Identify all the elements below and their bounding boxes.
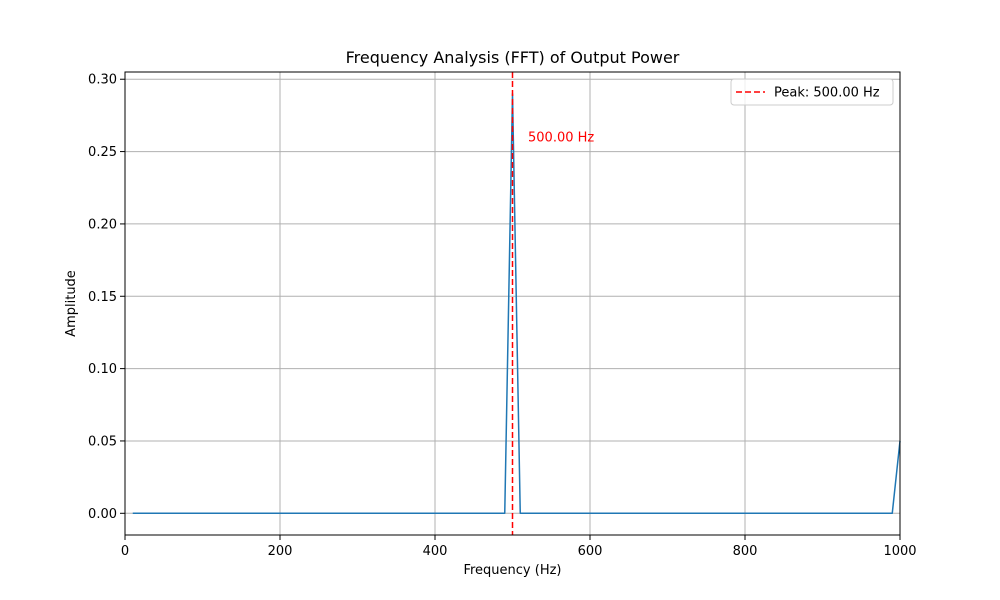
peak-annotation: 500.00 Hz: [528, 131, 594, 146]
plot-area: [132, 72, 901, 535]
grid-lines: [124, 72, 901, 535]
y-tick-label: 0.00: [88, 507, 117, 522]
y-tick-label: 0.30: [88, 73, 117, 88]
fft-amplitude-line: [132, 92, 901, 515]
x-tick-label: 0: [121, 544, 129, 559]
x-tick-label: 800: [733, 544, 758, 559]
y-tick-label: 0.15: [88, 290, 117, 305]
legend-box: [730, 78, 894, 106]
x-tick-label: 400: [423, 544, 448, 559]
legend: Peak: 500.00 Hz: [730, 78, 894, 106]
y-axis-title: Amplitude: [64, 270, 79, 337]
axis-ticks: 0 200 400 600 800 1000 0.00 0.05 0.10 0.15 0.20 0.2…: [88, 73, 917, 559]
y-tick-label: 0.25: [88, 145, 117, 160]
legend-label-peak: Peak: 500.00 Hz: [774, 86, 880, 101]
chart-title: Frequency Analysis (FFT) of Output Power: [346, 48, 680, 67]
x-tick-label: 200: [268, 544, 293, 559]
x-axis-title: Frequency (Hz): [463, 563, 561, 578]
y-tick-label: 0.20: [88, 217, 117, 232]
x-tick-label: 1000: [883, 544, 916, 559]
y-tick-label: 0.10: [88, 362, 117, 377]
y-tick-label: 0.05: [88, 434, 117, 449]
plot-frame: [124, 71, 901, 536]
x-tick-label: 600: [578, 544, 603, 559]
